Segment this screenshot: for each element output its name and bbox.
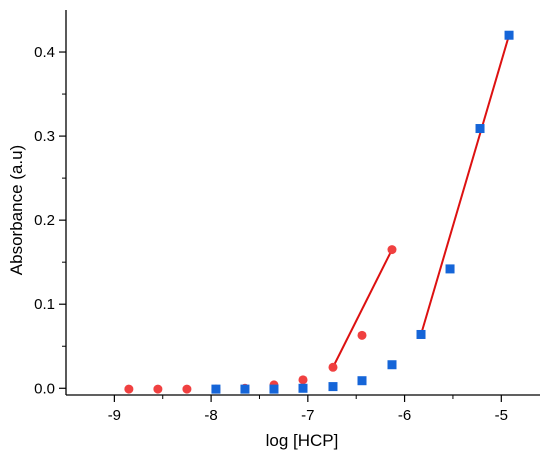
data-point-square xyxy=(357,376,367,386)
y-tick-label: 0.1 xyxy=(34,296,55,313)
y-tick-label: 0.3 xyxy=(34,128,55,145)
y-tick-label: 0.0 xyxy=(34,380,55,397)
x-tick-label: -8 xyxy=(204,407,217,424)
data-point-circle xyxy=(298,375,308,385)
data-point-square xyxy=(211,384,221,394)
data-point-square xyxy=(298,383,308,393)
data-points-layer xyxy=(124,30,514,394)
data-point-square xyxy=(416,329,426,339)
data-point-square xyxy=(269,384,279,394)
y-tick-label: 0.2 xyxy=(34,212,55,229)
y-axis-title: Absorbance (a.u) xyxy=(7,145,26,275)
data-point-square xyxy=(387,360,397,370)
data-point-square xyxy=(240,384,250,394)
x-tick-label: -5 xyxy=(495,407,508,424)
data-point-square xyxy=(504,30,514,40)
data-point-square xyxy=(475,124,485,134)
ticks-layer: -9 -8 -7 -6 -5 0.0 0.1 0.2 0.3 0.4 xyxy=(34,44,508,424)
x-tick-label: -7 xyxy=(301,407,314,424)
data-point-square xyxy=(445,264,455,274)
data-point-circle xyxy=(153,384,163,394)
data-point-square xyxy=(328,382,338,392)
fit-line xyxy=(420,34,511,335)
fit-line xyxy=(332,249,393,368)
x-tick-label: -9 xyxy=(108,407,121,424)
data-point-circle xyxy=(182,384,192,394)
axes-layer xyxy=(65,10,540,396)
x-tick-label: -6 xyxy=(398,407,411,424)
fit-lines-layer xyxy=(332,34,511,368)
data-point-circle xyxy=(387,245,397,255)
y-tick-label: 0.4 xyxy=(34,44,55,61)
data-point-circle xyxy=(357,330,367,340)
data-point-circle xyxy=(124,384,134,394)
x-axis-title: log [HCP] xyxy=(266,431,339,450)
data-point-circle xyxy=(328,362,338,372)
